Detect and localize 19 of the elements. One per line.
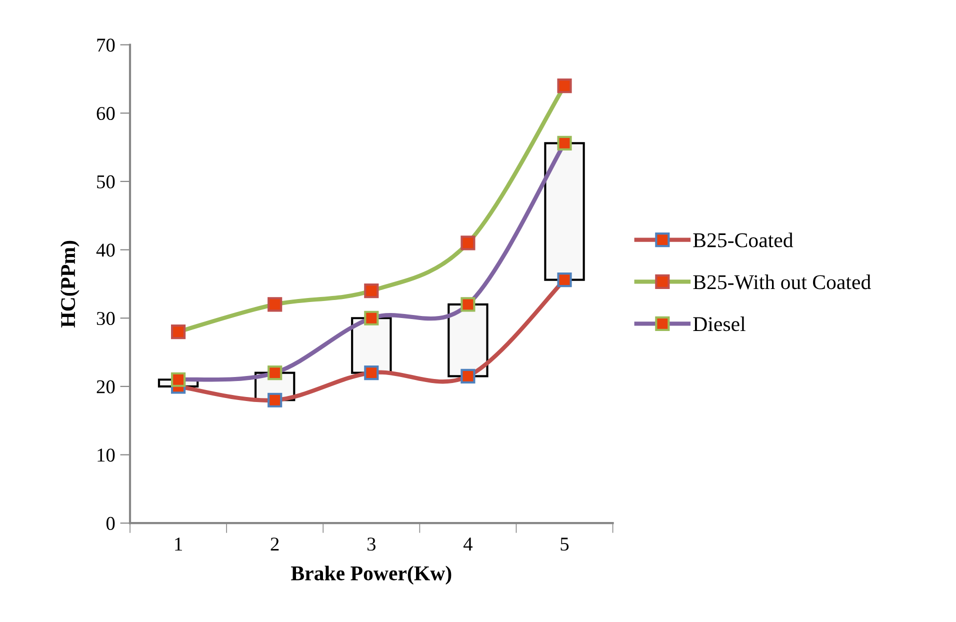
- y-tick-label: 40: [96, 244, 115, 257]
- legend-label: B25-With out Coated: [693, 274, 871, 290]
- x-tick-label: 1: [175, 538, 182, 550]
- x-tick-label: 3: [367, 538, 376, 551]
- y-tick-label: 60: [96, 106, 115, 120]
- y-axis-title: HC(PPm): [60, 240, 80, 328]
- x-axis-title: Brake Power(Kw): [291, 566, 452, 585]
- y-tick-label: 10: [98, 448, 115, 462]
- y-tick-label: 0: [106, 516, 115, 530]
- y-tick-label: 70: [97, 38, 115, 52]
- x-tick-label: 4: [463, 538, 473, 550]
- x-tick-label: 5: [560, 538, 569, 551]
- legend-label: Diesel: [693, 316, 746, 332]
- y-tick-label: 20: [96, 380, 115, 394]
- y-tick-label: 30: [96, 312, 115, 326]
- x-tick-label: 2: [270, 538, 279, 550]
- legend-label: B25-Coated: [693, 232, 794, 248]
- bar: [544, 142, 585, 281]
- y-tick-label: 50: [97, 175, 115, 188]
